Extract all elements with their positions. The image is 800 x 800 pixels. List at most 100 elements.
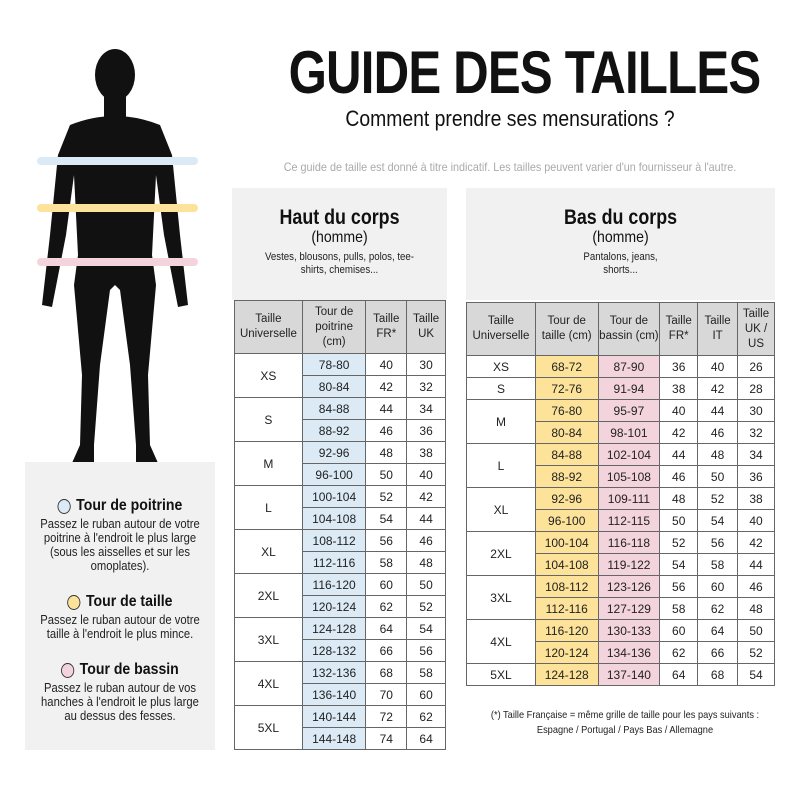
value-cell: 144-148 [301,727,367,750]
value-cell: 72 [365,705,408,728]
value-cell: 30 [737,399,775,422]
table-row: 104-108 54 44 [235,507,446,530]
value-cell: 130-133 [597,619,661,642]
top-desc: Vestes, blousons, pulls, polos, tee-shir… [264,251,415,276]
value-cell: 32 [406,375,446,398]
value-cell: 136-140 [301,683,367,706]
value-cell: 40 [365,353,408,376]
column-header: Taille Universelle [466,302,536,356]
column-header: Taille UK [406,300,446,354]
footnote-line: Espagne / Portugal / Pays Bas / Allemagn… [536,724,714,736]
size-cell: 3XL [466,575,536,620]
value-cell: 66 [697,641,739,664]
value-cell: 134-136 [597,641,661,664]
value-cell: 64 [659,663,699,686]
table-row: M 76-80 95-97 40 44 30 [466,399,775,444]
value-cell: 104-108 [301,507,367,530]
bottom-panel: Bas du corps (homme) Pantalons, jeans, s… [466,188,775,300]
value-cell: 80-84 [301,375,367,398]
top-panel: Haut du corps (homme) Vestes, blousons, … [232,188,447,300]
value-cell: 46 [737,575,775,598]
value-cell: 84-88 [534,443,599,466]
column-header: Tour de poitrine (cm) [301,300,367,354]
value-cell: 30 [406,353,446,376]
value-cell: 102-104 [597,443,661,466]
column-header: Taille IT [697,302,739,356]
value-cell: 46 [406,529,446,552]
chest-band [37,157,198,165]
size-cell: XL [234,529,303,574]
bottom-size-table: Taille Universelle Tour de taille (cm) Tou… [466,302,775,686]
value-cell: 54 [697,509,739,532]
value-cell: 56 [365,529,408,552]
value-cell: 68-72 [534,355,599,378]
table-row: 4XL 132-136 68 58 [234,661,446,706]
size-cell: XS [234,353,303,398]
table-row: 128-132 66 56 [235,639,446,662]
value-cell: 50 [737,619,775,642]
page-title: GUIDE DES TAILLES [288,39,762,106]
circle-icon [67,594,81,610]
value-cell: 60 [365,573,408,596]
page-subtitle: Comment prendre ses mensurations ? [345,106,675,131]
value-cell: 128-132 [301,639,367,662]
value-cell: 42 [659,421,699,444]
value-cell: 124-128 [301,617,367,640]
value-cell: 42 [697,377,739,400]
table-row: 2XL 100-104 116-118 52 56 42 [466,531,775,576]
column-header: Taille FR* [659,302,699,356]
bottom-sub: (homme) [592,229,649,246]
value-cell: 68 [697,663,739,686]
value-cell: 48 [659,487,699,510]
value-cell: 96-100 [301,463,367,486]
value-cell: 62 [697,597,739,620]
table-row: 4XL 116-120 130-133 60 64 50 [466,619,775,664]
value-cell: 60 [697,575,739,598]
value-cell: 42 [737,531,775,554]
value-cell: 52 [697,487,739,510]
table-row: 96-100 112-115 50 54 40 [467,509,775,532]
value-cell: 44 [697,399,739,422]
legend-waist: Tour de taille Passez le ruban autour de… [25,593,215,641]
legend-desc: Passez le ruban autour de votre taille à… [40,613,200,641]
value-cell: 54 [659,553,699,576]
value-cell: 38 [737,487,775,510]
size-cell: S [234,397,303,442]
hips-band [37,258,198,266]
table-row: M 92-96 48 38 [234,441,446,486]
value-cell: 108-112 [301,529,367,552]
size-cell: XL [466,487,536,532]
value-cell: 42 [406,485,446,508]
value-cell: 58 [365,551,408,574]
value-cell: 46 [659,465,699,488]
value-cell: 127-129 [597,597,661,620]
value-cell: 88-92 [534,465,599,488]
value-cell: 104-108 [534,553,599,576]
top-size-table: Taille Universelle Tour de poitrine (cm) T… [234,300,446,750]
value-cell: 60 [406,683,446,706]
measurement-legend: Tour de poitrine Passez le ruban autour … [25,462,215,750]
man-silhouette-icon [42,49,188,465]
value-cell: 70 [365,683,408,706]
top-sub: (homme) [311,229,368,246]
value-cell: 62 [406,705,446,728]
value-cell: 98-101 [597,421,661,444]
value-cell: 64 [406,727,446,750]
size-cell: 2XL [234,573,303,618]
legend-desc: Passez le ruban autour de vos hanches à … [41,681,199,723]
value-cell: 44 [659,443,699,466]
value-cell: 38 [659,377,699,400]
value-cell: 88-92 [301,419,367,442]
value-cell: 28 [737,377,775,400]
legend-desc: Passez le ruban autour de votre poitrine… [40,517,200,573]
value-cell: 68 [365,661,408,684]
size-cell: 4XL [466,619,536,664]
value-cell: 108-112 [534,575,599,598]
value-cell: 116-120 [301,573,367,596]
table-row: 120-124 62 52 [235,595,446,618]
disclaimer: Ce guide de taille est donné à titre ind… [283,160,737,174]
value-cell: 48 [406,551,446,574]
value-cell: 52 [737,641,775,664]
legend-title: Tour de bassin [79,661,179,678]
size-cell: M [234,441,303,486]
